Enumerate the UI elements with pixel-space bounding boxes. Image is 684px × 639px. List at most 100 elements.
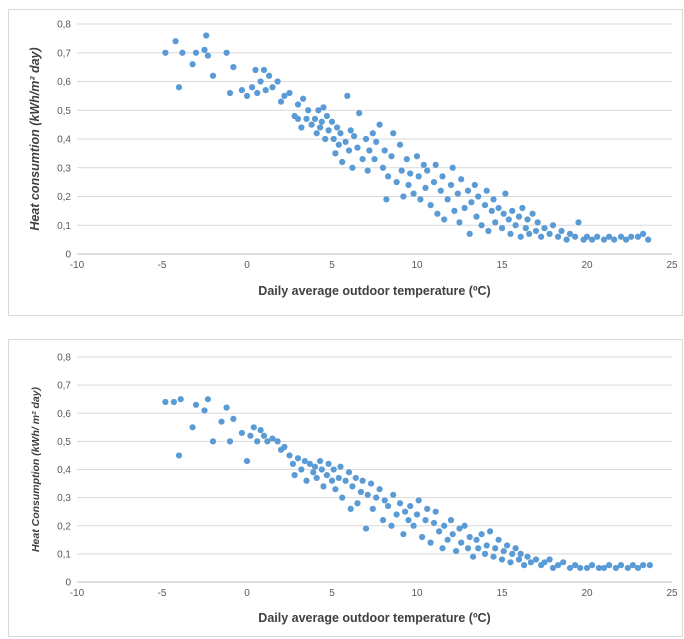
chart-2-point xyxy=(379,517,387,524)
chart-2-point xyxy=(342,477,349,484)
chart-1-point xyxy=(243,92,251,99)
chart-1-point xyxy=(600,236,608,243)
chart-2-point xyxy=(473,536,480,543)
chart-1-point xyxy=(485,227,492,235)
chart-2-point xyxy=(481,550,489,557)
chart-2-point xyxy=(390,491,397,498)
chart-1-point xyxy=(524,216,531,223)
chart-1-point xyxy=(266,72,273,79)
chart-1-point xyxy=(179,49,186,56)
chart-2-point xyxy=(524,553,531,560)
chart-2-point xyxy=(498,556,506,563)
chart-1-point xyxy=(628,233,635,240)
chart-2-points xyxy=(162,396,654,572)
chart-1-point xyxy=(461,204,468,212)
chart-1-point xyxy=(645,236,652,243)
chart-1-point xyxy=(415,173,422,180)
chart-2-point xyxy=(385,502,392,510)
chart-1-point xyxy=(330,135,337,143)
chart-2-point xyxy=(332,486,339,493)
chart-1-point xyxy=(555,233,562,240)
chart-1-point xyxy=(371,156,378,163)
chart-1-x-ticks: -10 -5 0 5 10 15 20 25 xyxy=(70,260,678,271)
chart-1-point xyxy=(498,225,506,232)
chart-2-y-tick-label: 0,6 xyxy=(57,409,71,420)
chart-2-y-axis-title: Heat Consumption (kWh/ m² day) xyxy=(30,386,42,552)
chart-2-point xyxy=(517,550,524,557)
chart-2-point xyxy=(541,559,548,566)
chart-2-point xyxy=(335,474,342,482)
chart-2-point xyxy=(274,438,281,445)
chart-2-point xyxy=(373,494,380,501)
chart-2-point xyxy=(209,438,217,445)
chart-2-y-tick-label: 0,8 xyxy=(57,353,71,364)
chart-2-point xyxy=(303,477,310,484)
chart-2-point xyxy=(364,491,371,498)
chart-1-point xyxy=(388,153,395,160)
chart-2-y-ticks: 0 0,1 0,2 0,3 0,4 0,5 0,6 0,7 0,8 xyxy=(57,353,71,589)
chart-1-point xyxy=(606,233,613,240)
chart-2-x-tick-label: 0 xyxy=(244,588,250,599)
chart-2-point xyxy=(301,457,308,465)
chart-1-point xyxy=(549,222,557,229)
chart-1-point xyxy=(364,167,371,174)
chart-1-point xyxy=(354,144,361,151)
chart-1-point xyxy=(362,135,370,143)
chart-1-x-tick-label: 10 xyxy=(411,260,423,271)
chart-1-point xyxy=(277,98,285,105)
chart-1-point xyxy=(328,118,336,125)
chart-1-point xyxy=(532,227,540,235)
chart-1-point xyxy=(318,118,325,125)
chart-2-point xyxy=(318,466,325,473)
chart-1-point xyxy=(332,150,339,157)
chart-1-point xyxy=(611,236,618,243)
chart-2-point xyxy=(189,424,196,431)
chart-1-point xyxy=(351,133,358,140)
chart-2-y-tick-label: 0,5 xyxy=(57,437,71,448)
chart-1-point xyxy=(430,179,438,186)
chart-1-point xyxy=(432,161,439,168)
chart-2-point xyxy=(405,517,412,524)
chart-2-point xyxy=(415,497,422,504)
chart-1-point xyxy=(473,213,480,220)
chart-2-point xyxy=(376,486,383,493)
chart-2-point xyxy=(509,550,516,557)
chart-1-point xyxy=(381,147,388,154)
chart-1-point xyxy=(390,130,397,137)
chart-2: 0 0,1 0,2 0,3 0,4 0,5 0,6 0,7 0,8 -10 -5 0 5 10 15 20 2… xyxy=(8,339,683,637)
chart-2-point xyxy=(407,502,414,510)
chart-2-point xyxy=(204,396,211,403)
chart-2-point xyxy=(447,517,455,524)
chart-1-point xyxy=(444,196,451,203)
chart-1-point xyxy=(294,101,302,108)
chart-1-x-tick-label: 0 xyxy=(244,260,250,271)
chart-1-point xyxy=(454,190,461,197)
chart-1-x-tick-label: 25 xyxy=(666,260,678,271)
chart-2-point xyxy=(294,455,302,462)
chart-2-point xyxy=(560,559,567,566)
chart-1-point xyxy=(298,124,305,131)
chart-2-point xyxy=(339,494,346,501)
chart-1-point xyxy=(420,161,427,168)
chart-1-point xyxy=(385,173,392,180)
chart-1-point xyxy=(464,187,472,194)
chart-1-y-axis-title: Heat consumtion (kWh/m² day) xyxy=(28,47,42,230)
chart-2-point xyxy=(624,564,631,572)
chart-1-point xyxy=(398,167,405,174)
chart-1-point xyxy=(345,147,353,154)
chart-1-grid xyxy=(77,23,672,255)
chart-1-point xyxy=(305,107,312,114)
chart-2-point xyxy=(226,438,234,445)
chart-2-x-axis-title: Daily average outdoor temperature (ºC) xyxy=(258,611,490,625)
chart-1-y-tick-label: 0 xyxy=(65,250,71,261)
chart-2-point xyxy=(606,562,613,569)
chart-1-point xyxy=(583,233,591,240)
chart-1-point xyxy=(254,89,261,97)
chart-2-grid xyxy=(77,356,672,583)
chart-2-point xyxy=(532,556,540,563)
chart-1-point xyxy=(334,124,341,131)
chart-2-y-tick-label: 0 xyxy=(65,578,71,589)
chart-1-y-tick-label: 0,1 xyxy=(57,221,71,232)
chart-2-x-tick-label: 25 xyxy=(666,588,678,599)
chart-1-point xyxy=(257,78,264,85)
